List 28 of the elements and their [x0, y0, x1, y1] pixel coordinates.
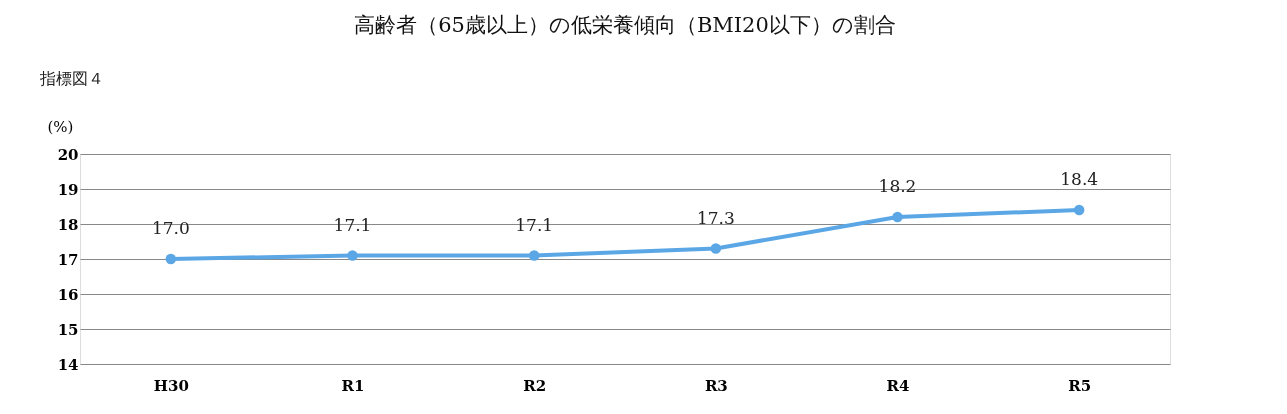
y-tick-label: 20 [57, 145, 79, 164]
y-tick-label: 16 [57, 285, 79, 304]
y-tick-label: 14 [57, 355, 79, 374]
text: 18.4 [1060, 169, 1099, 189]
text: 17.1 [515, 214, 554, 235]
text: 17.1 [333, 214, 372, 235]
text: 18.2 [878, 176, 917, 196]
text: 17.0 [151, 218, 190, 238]
chart-title: 高齢者（65歳以上）の低栄養傾向（BMI20以下）の割合 [354, 13, 896, 37]
x-tick-label: R2 [523, 376, 547, 395]
point [1073, 204, 1085, 216]
point [165, 253, 177, 265]
point [347, 250, 358, 261]
y-axis-title: (%) [47, 117, 74, 136]
point [528, 250, 540, 261]
y-tick-label: 19 [57, 180, 79, 199]
x-tick-label: R5 [1068, 376, 1092, 395]
x-tick-label: R4 [886, 376, 910, 395]
text: 指標図４ [39, 69, 104, 88]
point [710, 243, 722, 254]
x-tick-label: R3 [704, 376, 728, 395]
point [892, 211, 903, 223]
x-tick-label: R1 [341, 376, 365, 395]
text: 17.3 [696, 207, 735, 228]
y-tick-label: 17 [57, 250, 79, 269]
y-tick-label: 18 [57, 215, 79, 234]
x-tick-label: H30 [153, 376, 189, 395]
y-tick-label: 15 [57, 320, 79, 339]
